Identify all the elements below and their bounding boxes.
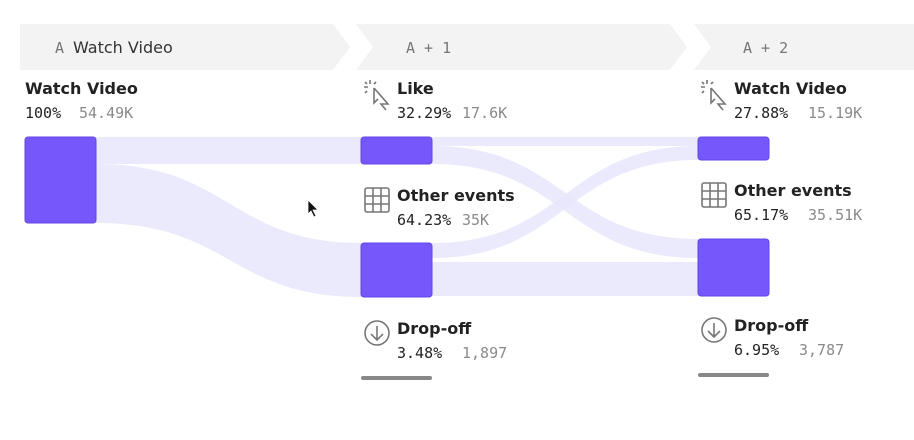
node-name: Drop-off <box>734 316 809 335</box>
dropoff-icon <box>701 317 727 343</box>
grid-icon <box>701 182 727 208</box>
flow <box>432 262 698 296</box>
step-header <box>356 24 687 70</box>
node-name: Drop-off <box>397 319 472 338</box>
node-count: 1,897 <box>462 344 507 362</box>
flow <box>96 137 361 164</box>
node-percent: 100% <box>25 104 61 122</box>
node-name: Watch Video <box>25 79 138 98</box>
node-name: Watch Video <box>734 79 847 98</box>
step-letter: A <box>55 39 64 57</box>
node-percent: 27.88% <box>734 104 788 122</box>
step-label: A + 2 <box>743 39 788 57</box>
grid-icon <box>364 187 390 213</box>
drop-bar <box>361 376 432 380</box>
node-box[interactable] <box>360 242 433 298</box>
node-box[interactable] <box>697 136 770 161</box>
step-label: Watch Video <box>73 38 173 57</box>
node-name: Like <box>397 79 434 98</box>
node-name: Other events <box>734 181 852 200</box>
node-percent: 65.17% <box>734 206 788 224</box>
node-box[interactable] <box>24 136 97 224</box>
node-percent: 64.23% <box>397 211 451 229</box>
node-percent: 6.95% <box>734 341 779 359</box>
click-icon <box>364 80 390 111</box>
node-count: 3,787 <box>799 341 844 359</box>
click-icon <box>701 80 727 111</box>
dropoff-icon <box>364 320 390 346</box>
step-header <box>694 24 914 70</box>
flow <box>432 137 698 146</box>
node-box[interactable] <box>360 136 433 165</box>
node-count: 17.6K <box>462 104 507 122</box>
step-header <box>20 24 350 70</box>
flow <box>96 164 361 297</box>
node-count: 54.49K <box>79 104 133 122</box>
flow <box>432 146 698 258</box>
mouse-cursor <box>307 199 319 218</box>
node-count: 15.19K <box>808 104 862 122</box>
node-percent: 32.29% <box>397 104 451 122</box>
node-count: 35.51K <box>808 206 862 224</box>
node-box[interactable] <box>697 238 770 297</box>
node-name: Other events <box>397 186 515 205</box>
node-percent: 3.48% <box>397 344 442 362</box>
node-count: 35K <box>462 211 489 229</box>
step-label: A + 1 <box>406 39 451 57</box>
drop-bar <box>698 373 769 377</box>
